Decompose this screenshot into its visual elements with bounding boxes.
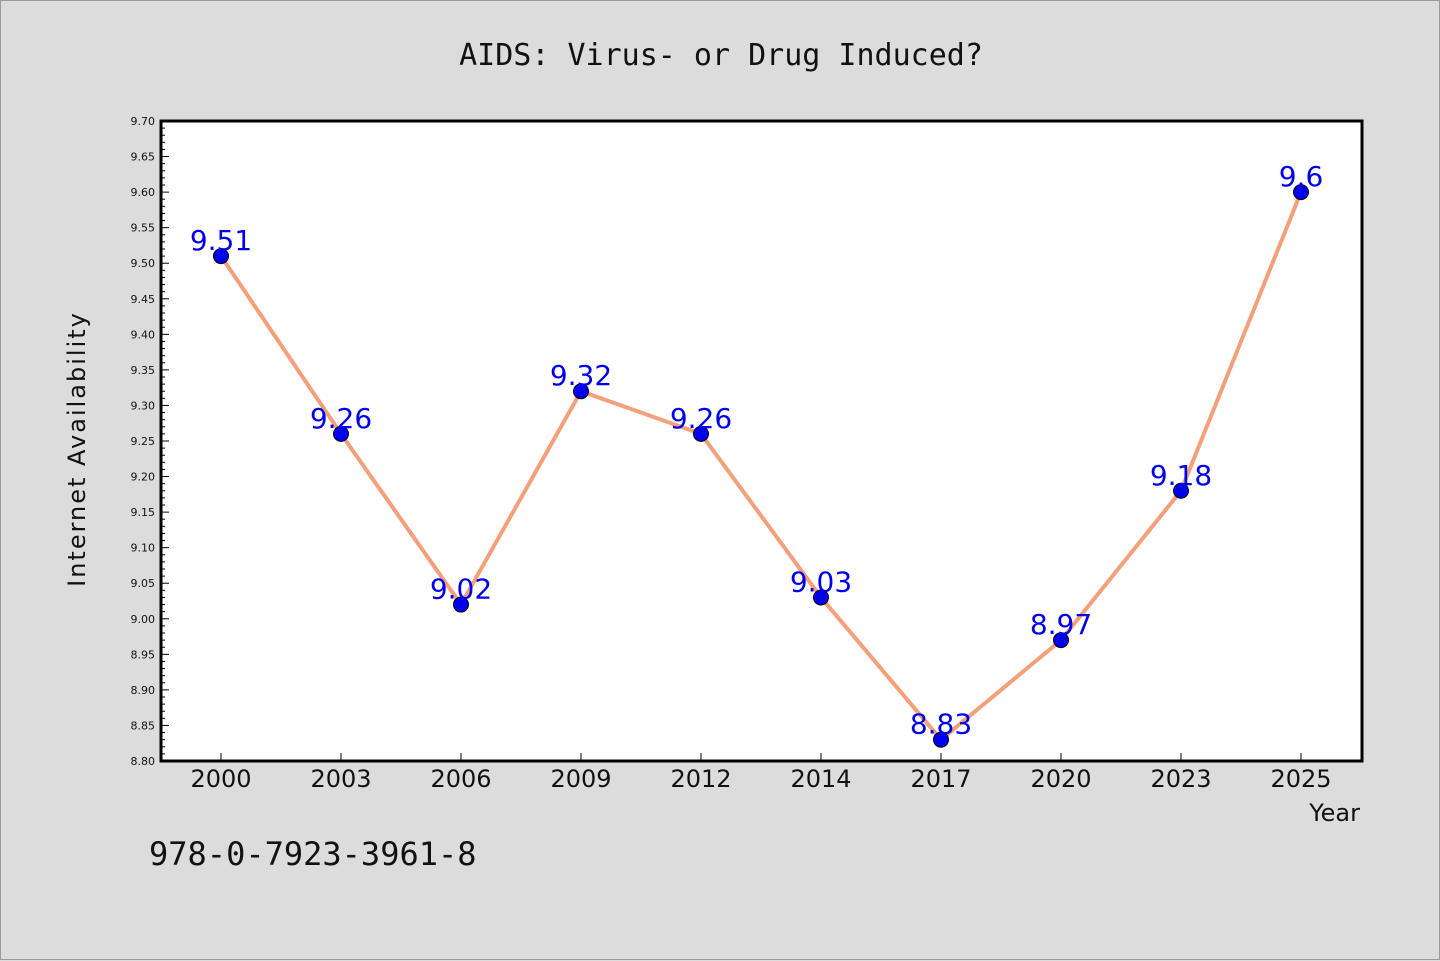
x-tick-label: 2009	[550, 765, 611, 793]
data-label: 9.32	[550, 359, 612, 392]
x-tick-label: 2017	[910, 765, 971, 793]
x-tick-label: 2003	[310, 765, 371, 793]
y-tick-label: 9.60	[131, 186, 156, 199]
data-point	[813, 589, 829, 606]
x-tick-label: 2023	[1150, 765, 1211, 793]
x-axis-ticks: 2000 2003 2006 2009 2012 2014 2017 2020 2023 2025	[190, 753, 1332, 793]
y-tick-label: 8.85	[131, 719, 156, 732]
plot-area	[159, 119, 1364, 763]
y-axis-ticks: 8.80 8.85 8.90 8.95 9.00 9.05 9.10 9.15 9.20 9.25…	[131, 115, 169, 768]
data-label: 8.83	[910, 708, 972, 741]
x-axis-title: Year	[1308, 799, 1360, 827]
y-tick-label: 9.35	[131, 364, 156, 377]
y-tick-label: 9.25	[131, 435, 156, 448]
x-tick-label: 2000	[190, 765, 251, 793]
data-point	[213, 248, 229, 265]
y-tick-label: 8.95	[131, 648, 156, 661]
y-tick-label: 9.45	[131, 293, 156, 306]
x-tick-label: 2012	[670, 765, 731, 793]
series-layer	[213, 184, 1309, 748]
y-tick-label: 9.70	[131, 115, 156, 128]
data-label: 9.6	[1279, 160, 1324, 193]
y-tick-label: 9.50	[131, 257, 156, 270]
data-label: 9.26	[670, 402, 732, 435]
y-tick-label: 9.65	[131, 151, 156, 164]
data-point	[693, 425, 709, 442]
data-label: 9.03	[790, 565, 852, 598]
data-point	[573, 383, 589, 400]
y-axis-title: Internet Availability	[63, 311, 91, 587]
y-tick-label: 9.20	[131, 471, 156, 484]
chart-title: AIDS: Virus- or Drug Induced?	[459, 38, 983, 73]
x-tick-label: 2020	[1030, 765, 1091, 793]
data-label: 9.26	[310, 402, 372, 435]
y-tick-label: 9.05	[131, 577, 156, 590]
x-tick-label: 2014	[790, 765, 851, 793]
y-tick-label: 9.30	[131, 399, 156, 412]
data-point	[333, 425, 349, 442]
y-tick-label: 9.00	[131, 613, 156, 626]
y-tick-label: 9.10	[131, 542, 156, 555]
data-point	[1053, 632, 1069, 649]
data-point	[1293, 184, 1309, 201]
x-tick-label: 2006	[430, 765, 491, 793]
y-tick-label: 9.40	[131, 328, 156, 341]
y-tick-label: 8.90	[131, 684, 156, 697]
data-point	[453, 596, 469, 613]
data-label: 8.97	[1030, 608, 1092, 641]
series-line	[219, 191, 1303, 742]
data-point	[933, 731, 949, 748]
data-label: 9.51	[190, 224, 252, 257]
data-label: 9.18	[1150, 459, 1212, 492]
data-point	[1173, 482, 1189, 499]
data-label: 9.02	[430, 573, 492, 606]
x-tick-label: 2025	[1270, 765, 1331, 793]
y-tick-label: 9.55	[131, 222, 156, 235]
y-tick-label: 9.15	[131, 506, 156, 519]
y-tick-label: 8.80	[131, 755, 156, 768]
data-label-layer: 9.51 9.26 9.02 9.32 9.26 9.03 8.83 8.97 9.18 9.6	[190, 160, 1323, 741]
isbn-text: 978-0-7923-3961-8	[149, 835, 477, 873]
